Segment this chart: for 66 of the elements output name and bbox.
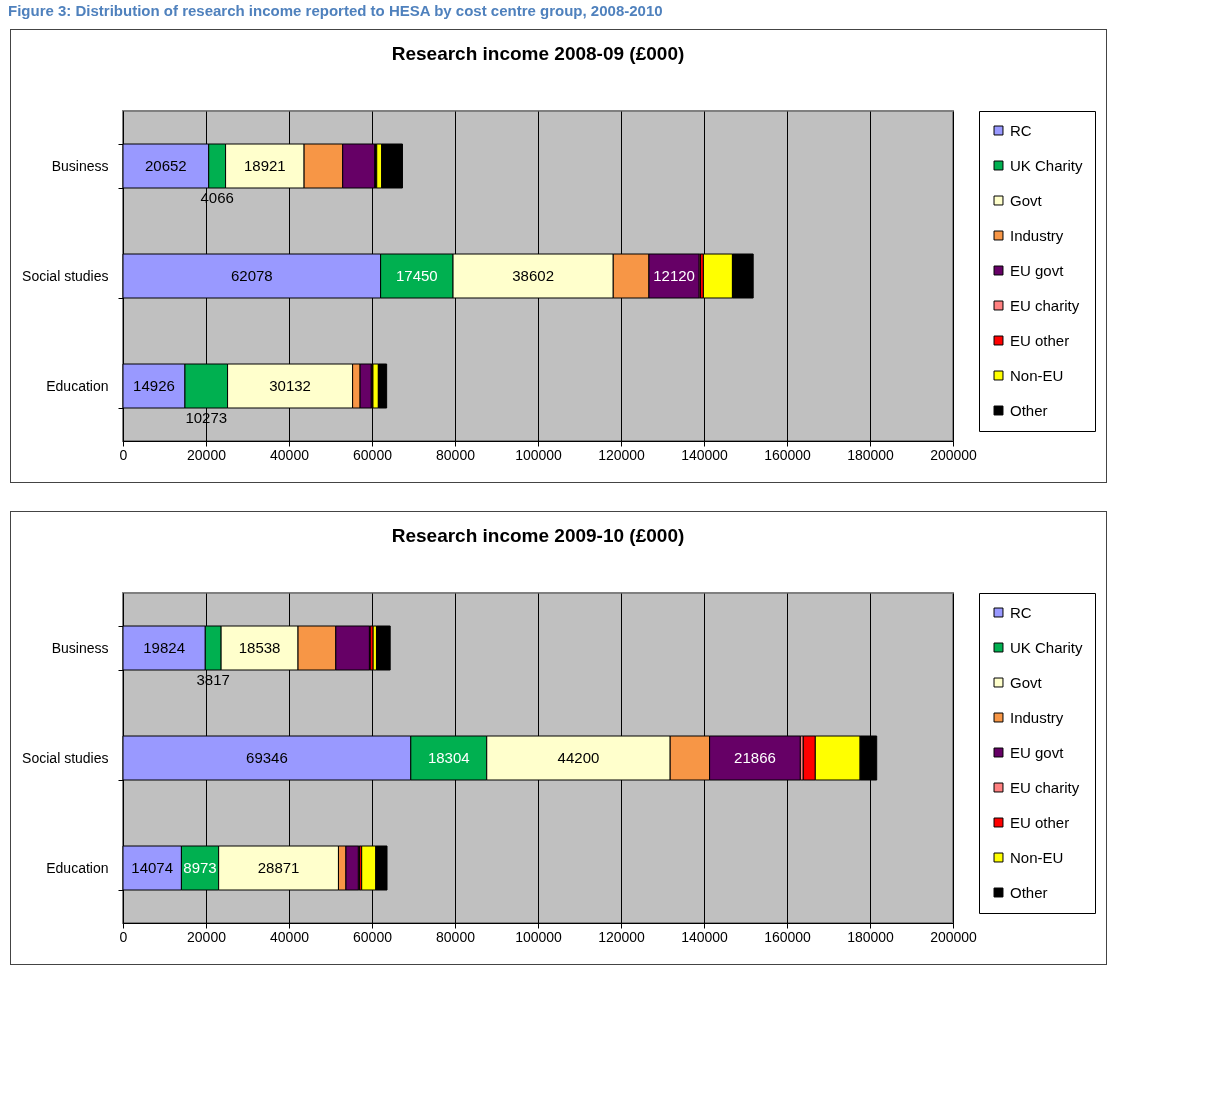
- legend-label: Other: [1010, 401, 1048, 419]
- data-label: 14926: [133, 377, 175, 394]
- x-tick-label: 200000: [930, 446, 978, 463]
- x-tick-label: 80000: [436, 928, 476, 945]
- x-tick-label: 40000: [270, 446, 310, 463]
- legend-label: RC: [1010, 121, 1032, 139]
- data-label: 28871: [257, 859, 300, 876]
- y-tick-label: Education: [46, 377, 109, 394]
- y-tick-label: Business: [51, 157, 109, 174]
- x-tick-label: 120000: [598, 446, 646, 463]
- data-label: 30132: [269, 377, 311, 394]
- x-tick-label: 60000: [353, 446, 393, 463]
- data-label: 21866: [734, 749, 776, 766]
- data-label: 18921: [243, 157, 286, 174]
- x-tick-label: 120000: [598, 928, 646, 945]
- y-tick-label: Education: [46, 859, 109, 876]
- legend-label: EU charity: [1010, 296, 1080, 314]
- legend-label: Non-EU: [1010, 366, 1064, 384]
- legend-label: EU other: [1010, 331, 1070, 349]
- legend-label: RC: [1010, 603, 1032, 621]
- x-tick-label: 60000: [353, 928, 393, 945]
- legend-label: EU govt: [1010, 261, 1065, 279]
- caption: Figure 3: Distribution of research income reported to HESA by cost centre group, 2008-2010: [7, 1, 664, 21]
- y-tick-label: Social studies: [22, 267, 109, 284]
- data-label: 12120: [653, 267, 695, 284]
- x-tick-label: 0: [119, 928, 128, 945]
- x-tick-label: 140000: [681, 928, 729, 945]
- data-label: 14074: [131, 859, 174, 876]
- data-label: 69346: [246, 749, 288, 766]
- legend-label: Industry: [1010, 708, 1064, 726]
- data-label: 44200: [557, 749, 600, 766]
- y-tick-label: Business: [51, 639, 109, 656]
- chart-title: Research income 2009-10 (£000): [391, 525, 685, 546]
- x-tick-label: 180000: [847, 446, 895, 463]
- legend-label: EU govt: [1010, 743, 1065, 761]
- data-label: 18304: [427, 749, 470, 766]
- data-label: 8973: [183, 859, 217, 876]
- legend-label: UK Charity: [1010, 638, 1084, 656]
- legend-label: EU other: [1010, 813, 1070, 831]
- legend-label: Govt: [1010, 191, 1043, 209]
- x-tick-label: 40000: [270, 928, 310, 945]
- x-tick-label: 160000: [764, 928, 812, 945]
- legend-label: UK Charity: [1010, 156, 1084, 174]
- data-label: 38602: [512, 267, 554, 284]
- x-tick-label: 20000: [187, 446, 227, 463]
- data-label: 62078: [230, 267, 273, 284]
- x-tick-label: 180000: [847, 928, 895, 945]
- x-tick-label: 80000: [436, 446, 476, 463]
- x-tick-label: 20000: [187, 928, 227, 945]
- x-tick-label: 0: [119, 446, 128, 463]
- x-tick-label: 140000: [681, 446, 729, 463]
- legend-label: Industry: [1010, 226, 1064, 244]
- legend-label: EU charity: [1010, 778, 1080, 796]
- y-tick-label: Social studies: [22, 749, 109, 766]
- data-label: 18538: [238, 639, 281, 656]
- x-tick-label: 100000: [515, 446, 563, 463]
- legend-label: Other: [1010, 883, 1048, 901]
- chart-title: Research income 2008-09 (£000): [391, 43, 685, 64]
- legend-label: Govt: [1010, 673, 1043, 691]
- data-label: 20652: [144, 157, 187, 174]
- legend-label: Non-EU: [1010, 848, 1064, 866]
- data-label: 17450: [395, 267, 438, 284]
- data-label: 19824: [143, 639, 185, 656]
- x-tick-label: 160000: [764, 446, 812, 463]
- x-tick-label: 100000: [515, 928, 563, 945]
- x-tick-label: 200000: [930, 928, 978, 945]
